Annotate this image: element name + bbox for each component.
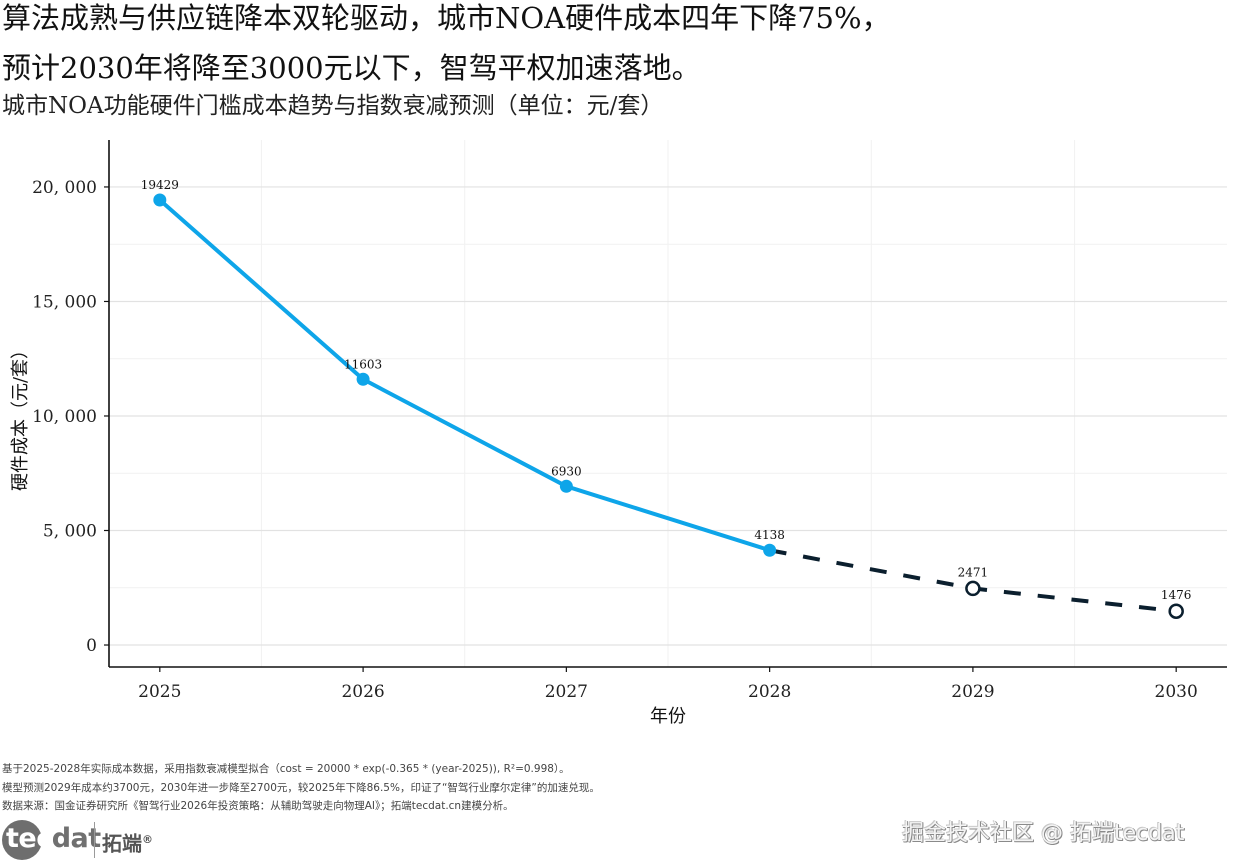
x-tick-label: 2029 [951,682,994,702]
data-label-actual: 4138 [754,528,785,542]
x-ticks: 2025 2026 2027 2028 2029 2030 [138,667,1198,702]
points [153,193,1184,619]
data-point-actual [763,543,777,557]
title-line-2: 预计2030年将降至3000元以下，智驾平权加速落地。 [2,51,701,85]
data-label-actual: 6930 [551,464,582,478]
data-point-actual [153,193,167,207]
data-label-forecast: 2471 [958,565,989,579]
series-line-actual [158,198,771,553]
logo-chinese: 拓端® [102,827,153,857]
x-tick-label: 2026 [341,682,384,702]
footnote-source: 数据来源：国金证券研究所《智驾行业2026年投资策略：从辅助驾驶走向物理AI》；… [2,800,514,812]
logo-wordmark: tecdat [6,822,101,856]
grid-minor [109,140,1227,667]
footnote-forecast: 模型预测2029年成本约3700元，2030年进一步降至2700元，较2025年… [2,782,600,794]
registered-mark: ® [142,833,153,846]
y-ticks: 0 5, 000 10, 000 15, 000 20, 000 [32,178,109,656]
logo-text-tec: tec [6,823,52,854]
x-tick-label: 2030 [1155,682,1198,702]
x-tick-label: 2028 [748,682,791,702]
footnote-method: 基于2025-2028年实际成本数据，采用指数衰减模型拟合（cost = 200… [2,763,570,775]
tecdat-logo: tecdat 拓端® [2,818,262,862]
x-axis-title: 年份 [650,706,686,727]
data-point-forecast [965,580,981,597]
y-tick-label: 10, 000 [32,407,97,427]
y-tick-label: 0 [86,636,97,656]
data-label-actual: 11603 [344,357,382,371]
data-point-actual [356,372,370,386]
x-tick-label: 2027 [545,682,588,702]
title-line-1: 算法成熟与供应链降本双轮驱动，城市NOA硬件成本四年下降75%， [2,1,891,35]
grid-major [109,186,1227,646]
data-labels: 19429 11603 6930 4138 2471 1476 [141,178,1192,602]
y-tick-label: 15, 000 [32,292,97,312]
logo-circle-icon [2,820,42,860]
y-axis-title: 硬件成本（元/套） [10,341,31,491]
y-tick-label: 5, 000 [43,521,97,541]
data-point-actual [559,479,573,493]
data-label-forecast: 1476 [1161,588,1192,602]
logo-text-dat: dat [51,823,101,854]
chart-subtitle: 城市NOA功能硬件门槛成本趋势与指数衰减预测（单位：元/套） [2,93,664,119]
x-tick-label: 2025 [138,682,181,702]
y-tick-label: 20, 000 [32,178,97,198]
logo-divider [94,822,95,858]
watermark: 掘金技术社区 @ 拓端tecdat [902,821,1185,846]
data-point-forecast [1168,603,1184,619]
logo-cn-text: 拓端 [102,831,142,856]
axes [108,140,1227,668]
data-label-actual: 19429 [141,178,179,192]
